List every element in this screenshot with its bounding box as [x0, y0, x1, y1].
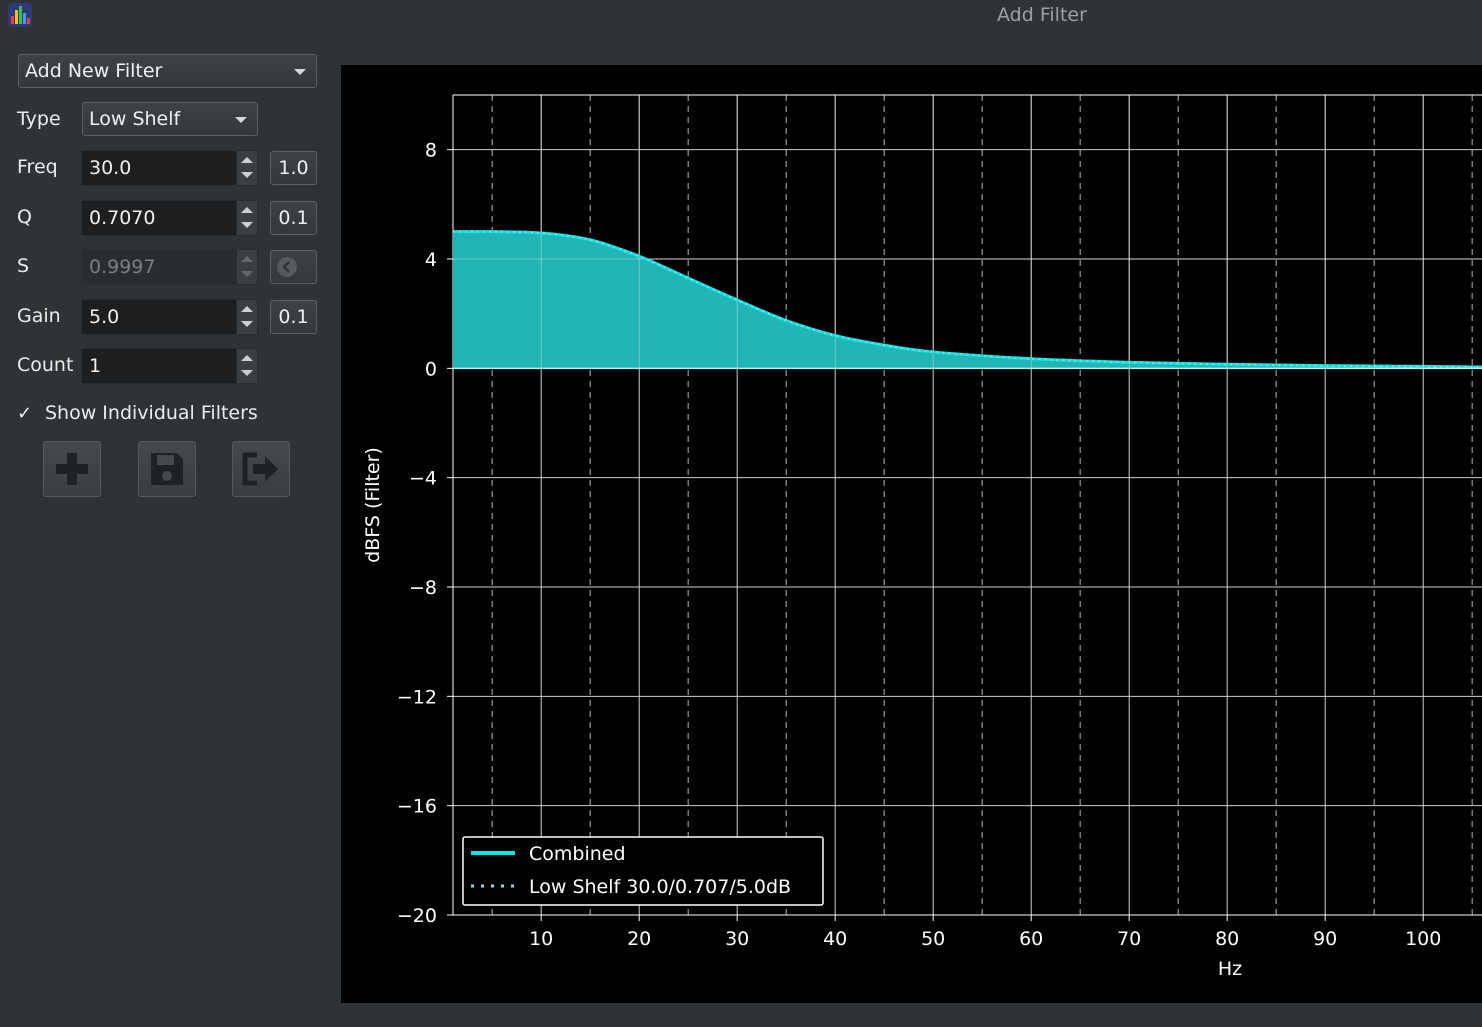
y-tick-label: −16	[397, 796, 437, 818]
add-icon	[56, 453, 88, 485]
arrow-down-icon[interactable]	[241, 321, 253, 327]
y-axis-label: dBFS (Filter)	[362, 447, 384, 563]
x-axis-label: Hz	[1218, 958, 1242, 980]
show-individual-checkbox[interactable]: ✓	[17, 403, 33, 424]
chevron-left-icon	[277, 257, 297, 277]
combined-area	[453, 231, 1482, 369]
arrow-down-icon	[241, 271, 253, 277]
count-stepper[interactable]	[236, 349, 257, 383]
x-tick-label: 50	[921, 928, 945, 950]
y-tick-label: −12	[397, 686, 437, 708]
arrow-down-icon[interactable]	[241, 172, 253, 178]
x-tick-label: 70	[1117, 928, 1141, 950]
chevron-down-icon	[294, 69, 306, 75]
x-tick-label: 60	[1019, 928, 1043, 950]
gain-label: Gain	[17, 305, 61, 327]
filter-select[interactable]: Add New Filter	[18, 54, 317, 88]
y-tick-label: 8	[425, 140, 437, 162]
q-step-button[interactable]: 0.1	[270, 201, 317, 235]
s-label: S	[17, 255, 30, 277]
s-stepper	[236, 250, 257, 284]
arrow-up-icon[interactable]	[241, 207, 253, 213]
window-title: Add Filter	[997, 4, 1087, 26]
chart-svg: 10 20 30 40 50 60 70 80 90 100840−4−8−12−16−20Hzd…	[362, 94, 1482, 980]
s-step-button	[270, 250, 317, 284]
legend-label-combined: Combined	[529, 843, 626, 865]
type-select[interactable]: Low Shelf	[82, 102, 258, 136]
freq-spinbox[interactable]: 30.0	[81, 150, 258, 186]
q-stepper[interactable]	[236, 201, 257, 235]
legend-label-low-shelf: Low Shelf 30.0/0.707/5.0dB	[529, 876, 791, 898]
save-button[interactable]	[138, 441, 196, 497]
s-value: 0.9997	[89, 256, 156, 278]
arrow-up-icon	[241, 256, 253, 262]
arrow-up-icon[interactable]	[241, 355, 253, 361]
filter-response-chart: 10 20 30 40 50 60 70 80 90 100 8 4 0 −4 −8 −12 −16 −20 Hz d…	[341, 65, 1482, 1003]
freq-label: Freq	[17, 156, 58, 178]
gain-spinbox[interactable]: 5.0	[81, 299, 258, 335]
y-tick-label: 0	[425, 358, 437, 380]
x-tick-label: 40	[823, 928, 847, 950]
low-shelf-series-line	[452, 230, 1482, 368]
freq-step-button[interactable]: 1.0	[270, 151, 317, 185]
gain-step-button[interactable]: 0.1	[270, 300, 317, 334]
legend-box	[462, 836, 824, 906]
x-tick-label: 30	[725, 928, 749, 950]
type-select-value: Low Shelf	[89, 108, 181, 130]
q-spinbox[interactable]: 0.7070	[81, 200, 258, 236]
gain-value: 5.0	[89, 306, 120, 328]
x-tick-label: 100	[1405, 928, 1441, 950]
exit-button[interactable]	[232, 441, 290, 497]
q-value: 0.7070	[89, 207, 156, 229]
show-individual-label: Show Individual Filters	[45, 402, 258, 424]
x-tick-label: 20	[627, 928, 651, 950]
arrow-up-icon[interactable]	[241, 306, 253, 312]
arrow-down-icon[interactable]	[241, 222, 253, 228]
app-icon	[8, 3, 32, 27]
type-label: Type	[17, 108, 61, 130]
count-spinbox[interactable]: 1	[81, 348, 258, 384]
s-spinbox: 0.9997	[81, 249, 258, 285]
exit-icon	[242, 452, 278, 486]
freq-stepper[interactable]	[236, 151, 257, 185]
y-tick-label: −8	[409, 577, 437, 599]
y-tick-label: −20	[397, 905, 437, 927]
gain-stepper[interactable]	[236, 300, 257, 334]
x-tick-label: 10	[529, 928, 553, 950]
arrow-down-icon[interactable]	[241, 370, 253, 376]
y-tick-label: −4	[409, 468, 437, 490]
count-value: 1	[89, 355, 102, 377]
y-tick-label: 4	[425, 249, 437, 271]
q-label: Q	[17, 206, 32, 228]
save-icon	[151, 453, 183, 485]
x-tick-label: 90	[1313, 928, 1337, 950]
add-filter-button[interactable]	[43, 441, 101, 497]
freq-value: 30.0	[89, 157, 132, 179]
chevron-down-icon	[235, 117, 247, 123]
title-bar: Add Filter	[0, 0, 1482, 30]
arrow-up-icon[interactable]	[241, 157, 253, 163]
filter-select-value: Add New Filter	[25, 60, 163, 82]
x-tick-label: 80	[1215, 928, 1239, 950]
count-label: Count	[17, 354, 74, 376]
